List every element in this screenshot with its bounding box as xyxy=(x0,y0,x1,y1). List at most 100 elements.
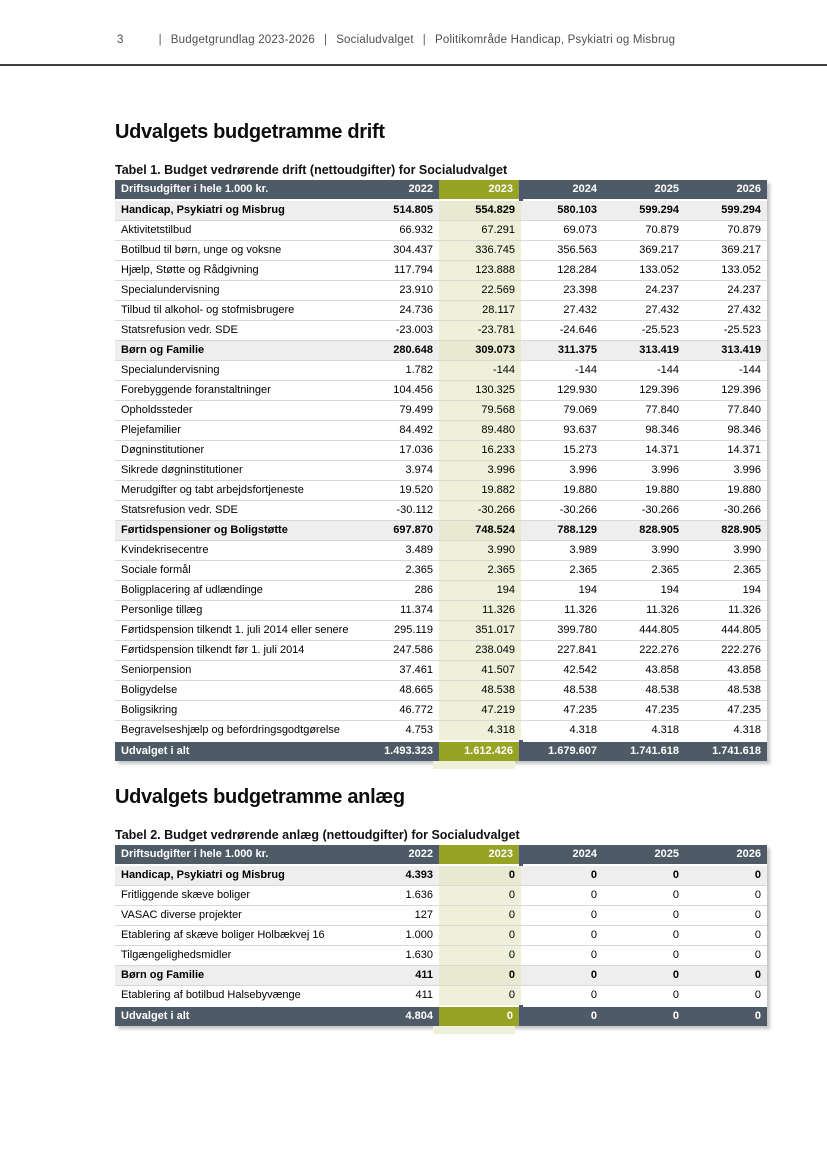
cell-value: 514.805 xyxy=(357,199,439,221)
row-label: Kvindekrisecentre xyxy=(115,540,357,561)
cell-value: 23.910 xyxy=(357,280,439,301)
cell-value: -144 xyxy=(521,360,603,381)
cell-value: 66.932 xyxy=(357,220,439,241)
cell-value: 194 xyxy=(439,580,521,601)
row-label: Handicap, Psykiatri og Misbrug xyxy=(115,199,357,221)
page-content: Udvalgets budgetramme drift Tabel 1. Bud… xyxy=(115,0,767,1034)
cell-value: 3.996 xyxy=(439,460,521,481)
row-label: Plejefamilier xyxy=(115,420,357,441)
footer-value: 0 xyxy=(439,1005,523,1026)
row-label: Seniorpension xyxy=(115,660,357,681)
table-row: VASAC diverse projekter 127 0 0 0 0 xyxy=(115,905,767,926)
column-header: 2025 xyxy=(603,845,685,866)
cell-value: 0 xyxy=(603,864,685,886)
cell-value: 351.017 xyxy=(439,620,521,641)
column-header: 2024 xyxy=(521,845,603,866)
cell-value: 356.563 xyxy=(521,240,603,261)
cell-value: 3.996 xyxy=(685,460,767,481)
footer-value: 4.804 xyxy=(357,1005,439,1026)
cell-value: 4.318 xyxy=(439,720,521,742)
cell-value: -30.266 xyxy=(521,500,603,521)
cell-value: 19.520 xyxy=(357,480,439,501)
row-label: Aktivitetstilbud xyxy=(115,220,357,241)
cell-value: 69.073 xyxy=(521,220,603,241)
table-row: Førtidspension tilkendt 1. juli 2014 ell… xyxy=(115,620,767,641)
cell-value: 0 xyxy=(439,885,521,906)
footer-value: 0 xyxy=(521,1005,603,1026)
cell-value: 3.974 xyxy=(357,460,439,481)
cell-value: 2.365 xyxy=(357,560,439,581)
table-row: Specialundervisning 23.910 22.569 23.398 24.… xyxy=(115,280,767,301)
highlight-column-stub xyxy=(433,1026,515,1034)
header-separator: | xyxy=(158,34,162,46)
cell-value: 3.990 xyxy=(603,540,685,561)
cell-value: 0 xyxy=(685,965,767,986)
table-row: Boligydelse 48.665 48.538 48.538 48.538 48.53… xyxy=(115,680,767,701)
table-row: Hjælp, Støtte og Rådgivning 117.794 123.88… xyxy=(115,260,767,281)
cell-value: 3.996 xyxy=(521,460,603,481)
row-label: Børn og Familie xyxy=(115,965,357,986)
cell-value: 247.586 xyxy=(357,640,439,661)
section-budgetramme-drift: Udvalgets budgetramme drift Tabel 1. Bud… xyxy=(115,120,767,769)
cell-value: 1.630 xyxy=(357,945,439,966)
cell-value: 4.318 xyxy=(521,720,603,742)
table-row: Boligsikring 46.772 47.219 47.235 47.235 47.2… xyxy=(115,700,767,721)
cell-value: 0 xyxy=(603,945,685,966)
cell-value: 129.930 xyxy=(521,380,603,401)
row-label: Statsrefusion vedr. SDE xyxy=(115,320,357,341)
cell-value: 98.346 xyxy=(685,420,767,441)
budget-table-anlaeg: Driftsudgifter i hele 1.000 kr. 2022 2023 2… xyxy=(115,845,767,1026)
row-label: Merudgifter og tabt arbejdsfortjeneste xyxy=(115,480,357,501)
cell-value: -23.003 xyxy=(357,320,439,341)
cell-value: 313.419 xyxy=(603,340,685,361)
cell-value: -24.646 xyxy=(521,320,603,341)
table-row: Førtidspension tilkendt før 1. juli 2014… xyxy=(115,640,767,661)
cell-value: 129.396 xyxy=(603,380,685,401)
cell-value: 0 xyxy=(439,925,521,946)
cell-value: 369.217 xyxy=(685,240,767,261)
cell-value: 0 xyxy=(521,885,603,906)
row-label: Etablering af botilbud Halsebyvænge xyxy=(115,985,357,1007)
cell-value: 128.284 xyxy=(521,260,603,281)
cell-value: 48.538 xyxy=(685,680,767,701)
cell-value: 133.052 xyxy=(685,260,767,281)
cell-value: 0 xyxy=(439,905,521,926)
cell-value: 3.990 xyxy=(439,540,521,561)
table-row: Forebyggende foranstaltninger 104.456 130.… xyxy=(115,380,767,401)
table-header-row: Driftsudgifter i hele 1.000 kr. 2022 2023 2… xyxy=(115,180,767,201)
cell-value: 0 xyxy=(685,945,767,966)
cell-value: 2.365 xyxy=(521,560,603,581)
column-header: 2026 xyxy=(685,180,767,201)
row-label: Statsrefusion vedr. SDE xyxy=(115,500,357,521)
cell-value: 16.233 xyxy=(439,440,521,461)
cell-value: 0 xyxy=(603,985,685,1007)
column-header: Driftsudgifter i hele 1.000 kr. xyxy=(115,845,357,866)
cell-value: 93.637 xyxy=(521,420,603,441)
row-label: Handicap, Psykiatri og Misbrug xyxy=(115,864,357,886)
table-row: Aktivitetstilbud 66.932 67.291 69.073 70.879… xyxy=(115,220,767,241)
cell-value: -23.781 xyxy=(439,320,521,341)
cell-value: -30.112 xyxy=(357,500,439,521)
cell-value: 79.499 xyxy=(357,400,439,421)
footer-value: 1.679.607 xyxy=(521,740,603,761)
cell-value: 0 xyxy=(439,965,521,986)
row-label: Personlige tillæg xyxy=(115,600,357,621)
header-separator: | xyxy=(324,34,328,46)
cell-value: -30.266 xyxy=(439,500,521,521)
cell-value: 123.888 xyxy=(439,260,521,281)
cell-value: 11.326 xyxy=(521,600,603,621)
cell-value: 19.880 xyxy=(603,480,685,501)
cell-value: 336.745 xyxy=(439,240,521,261)
footer-value: 1.741.618 xyxy=(603,740,685,761)
table-footer-row: Udvalget i alt 4.804 0 0 0 0 xyxy=(115,1005,767,1026)
table-row: Statsrefusion vedr. SDE -30.112 -30.266 -30… xyxy=(115,500,767,521)
cell-value: 280.648 xyxy=(357,340,439,361)
cell-value: 2.365 xyxy=(685,560,767,581)
table-row: Handicap, Psykiatri og Misbrug 514.805 554… xyxy=(115,199,767,221)
cell-value: 22.569 xyxy=(439,280,521,301)
cell-value: 304.437 xyxy=(357,240,439,261)
cell-value: 14.371 xyxy=(603,440,685,461)
cell-value: 19.880 xyxy=(685,480,767,501)
cell-value: 1.636 xyxy=(357,885,439,906)
table-header-row: Driftsudgifter i hele 1.000 kr. 2022 2023 2… xyxy=(115,845,767,866)
